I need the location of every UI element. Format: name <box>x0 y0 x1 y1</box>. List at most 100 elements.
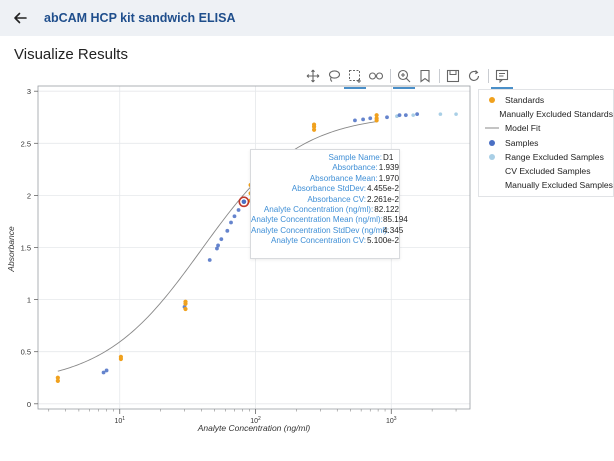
chart-legend: Standards Manually Excluded Standards Mode… <box>478 89 614 198</box>
y-tick-label: 3 <box>27 87 31 96</box>
sample-point[interactable] <box>361 117 365 122</box>
sample-point[interactable] <box>403 113 408 118</box>
legend-label: Manually Excluded Samples <box>505 180 613 191</box>
tooltip-row: Analyte Concentration CV: 5.100e-2 <box>251 236 399 246</box>
legend-item[interactable]: Standards <box>479 93 613 107</box>
legend-label: Standards <box>505 95 545 106</box>
legend-swatch <box>483 153 501 161</box>
bookmark-tool-button[interactable] <box>416 67 434 85</box>
hover-info-tool-button[interactable] <box>491 67 513 89</box>
tooltip-value: 4.455e-2 <box>367 184 399 194</box>
back-button[interactable] <box>10 8 30 28</box>
legend-label: Range Excluded Samples <box>505 151 604 162</box>
zoom-icon <box>397 69 411 83</box>
legend-label: Manually Excluded Standards <box>499 109 613 120</box>
sample-point[interactable] <box>216 243 220 248</box>
legend-item[interactable]: CV Excluded Samples <box>479 164 613 178</box>
tooltip-value: 2.261e-2 <box>367 194 399 204</box>
tooltip-row: Analyte Concentration Mean (ng/ml): 85.19… <box>251 215 408 225</box>
save-tool-button[interactable] <box>444 67 462 85</box>
standard-point[interactable] <box>311 127 317 132</box>
standard-point[interactable] <box>55 378 60 383</box>
legend-item[interactable]: Samples <box>479 136 613 150</box>
tooltip-label: Analyte Concentration StdDev (ng/ml): <box>251 225 390 235</box>
lasso-icon <box>328 70 341 82</box>
legend-label: CV Excluded Samples <box>505 166 591 177</box>
highlighted-point[interactable] <box>241 199 247 205</box>
sample-point[interactable] <box>385 115 389 120</box>
sample-point[interactable] <box>353 118 357 123</box>
tooltip-label: Absorbance: <box>332 163 378 173</box>
tooltip-value: 85.194 <box>383 215 408 225</box>
tooltip-label: Absorbance CV: <box>307 194 367 204</box>
reset-tool-button[interactable] <box>465 67 483 85</box>
y-tick-label: 0 <box>27 400 31 409</box>
standard-point[interactable] <box>374 116 379 121</box>
tooltip-value: 4.345 <box>383 225 404 235</box>
page-title: Visualize Results <box>14 46 128 63</box>
tooltip-row: Absorbance CV: 2.261e-2 <box>251 195 399 205</box>
pan-tool-button[interactable] <box>304 67 322 85</box>
sample-point[interactable] <box>104 368 109 373</box>
legend-item[interactable]: Manually Excluded Standards <box>479 107 613 121</box>
range-excluded-sample-point[interactable] <box>454 112 458 116</box>
header-title: abCAM HCP kit sandwich ELISA <box>44 11 236 25</box>
legend-label: Samples <box>505 137 539 148</box>
standard-point[interactable] <box>183 306 188 312</box>
zoom-tool-button[interactable] <box>393 67 415 89</box>
model-fit-line <box>57 120 379 372</box>
legend-item[interactable]: Model Fit <box>479 121 613 135</box>
sample-point[interactable] <box>101 370 106 375</box>
sample-point[interactable] <box>415 112 420 117</box>
app-header: abCAM HCP kit sandwich ELISA <box>0 0 614 36</box>
range-excluded-sample-point[interactable] <box>438 112 443 116</box>
sample-point[interactable] <box>219 237 224 242</box>
sample-point[interactable] <box>232 214 237 219</box>
tooltip-row: Absorbance Mean: 1.970 <box>251 174 399 184</box>
chart-toolbar <box>304 66 514 89</box>
tooltip-row: Absorbance: 1.939 <box>251 163 399 173</box>
legend-label: Model Fit <box>505 123 541 134</box>
sample-point[interactable] <box>236 208 241 212</box>
tooltip-label: Analyte Concentration Mean (ng/ml): <box>251 215 383 225</box>
x-tick-label: 101 <box>114 416 125 425</box>
tooltip-label: Analyte Concentration (ng/ml): <box>263 204 374 214</box>
tooltip-value: 82.122 <box>374 204 399 214</box>
tooltip-label: Analyte Concentration CV: <box>270 236 367 246</box>
tooltip-label: Absorbance StdDev: <box>291 184 367 194</box>
sample-point[interactable] <box>225 228 230 233</box>
toolbar-separator <box>390 69 391 83</box>
lasso-tool-button[interactable] <box>325 67 343 85</box>
sample-point[interactable] <box>368 116 373 121</box>
tooltip-label: Sample Name: <box>328 153 382 162</box>
toolbar-separator <box>488 69 489 83</box>
tooltip-value: D1 <box>383 153 394 162</box>
arrow-left-icon <box>14 12 27 24</box>
legend-item[interactable]: Manually Excluded Samples <box>479 178 613 192</box>
sample-point[interactable] <box>397 113 402 118</box>
range-excluded-sample-point[interactable] <box>411 113 415 117</box>
sample-point[interactable] <box>207 258 212 262</box>
standard-point[interactable] <box>311 122 317 127</box>
legend-swatch <box>483 96 501 104</box>
standard-point[interactable] <box>374 113 379 118</box>
tooltip-value: 1.970 <box>378 173 399 183</box>
y-tick-label: 0.5 <box>21 348 31 357</box>
tooltip-value: 1.939 <box>378 163 399 173</box>
sample-point[interactable] <box>229 220 233 225</box>
sample-point[interactable] <box>215 246 219 251</box>
model-fit <box>57 120 379 372</box>
legend-item[interactable]: Range Excluded Samples <box>479 150 613 164</box>
standard-point[interactable] <box>118 354 124 360</box>
box-select-tool-button[interactable] <box>344 67 366 89</box>
x-tick-label: 102 <box>250 416 261 425</box>
y-tick-label: 2.5 <box>21 139 31 148</box>
hover-info-icon <box>495 69 509 83</box>
standard-point[interactable] <box>55 375 60 380</box>
pan-icon <box>306 69 320 83</box>
x-axis-label: Analyte Concentration (ng/ml) <box>197 423 311 433</box>
standard-point[interactable] <box>183 299 188 304</box>
tooltip-row: Analyte Concentration StdDev (ng/ml): 4.3… <box>251 225 403 236</box>
tooltip-value: 5.100e-2 <box>367 236 399 246</box>
link-tool-button[interactable] <box>367 67 385 85</box>
